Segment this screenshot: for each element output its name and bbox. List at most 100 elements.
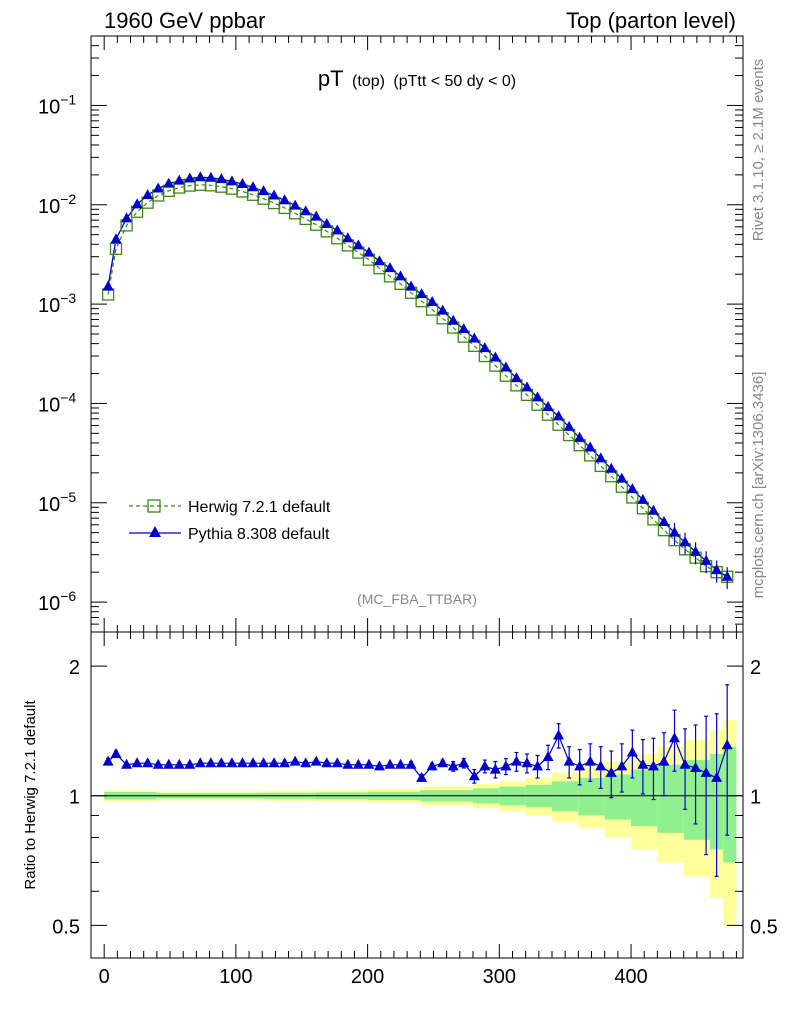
main-ytick-label: 10−1 (38, 91, 76, 118)
ratio-band-inner (657, 764, 684, 833)
ratio-panel: 0.5 0.5 1 1 2 2 0 100 200 300 400 Ratio to Herwig … (22, 631, 778, 988)
herwig-line (107, 184, 728, 578)
ratio-point (226, 757, 238, 768)
ratio-band-inner (604, 774, 632, 820)
pythia-point (268, 189, 280, 200)
ratio-point (331, 757, 343, 768)
pythia-point (102, 280, 114, 291)
pythia-point (173, 174, 185, 185)
pythia-point (384, 262, 396, 273)
pythia-point (236, 177, 248, 188)
ratio-point (289, 755, 301, 766)
pythia-point (215, 173, 227, 184)
rivet-label: Rivet 3.1.10, ≥ 2.1M events (750, 59, 767, 242)
ratio-ytick-label-left: 1 (69, 787, 80, 809)
ratio-point (215, 757, 227, 768)
pythia-point (110, 233, 122, 244)
ratio-point (479, 760, 491, 771)
pythia-point (521, 381, 533, 392)
ratio-point (626, 746, 638, 757)
ratio-point (647, 760, 659, 771)
pythia-point (363, 246, 375, 257)
pythia-point (458, 323, 470, 334)
pythia-point (647, 504, 659, 515)
plot-title-sub2: (pTtt < 50 dy < 0) (393, 73, 516, 90)
ratio-band-inner (552, 781, 579, 812)
ratio-point (658, 755, 670, 766)
ratio-point (690, 761, 702, 772)
legend: Herwig 7.2.1 default Pythia 8.308 defaul… (129, 499, 331, 543)
pythia-point (321, 218, 333, 229)
ratio-point (395, 758, 407, 769)
pythia-point (437, 304, 449, 315)
ratio-point (205, 757, 217, 768)
pythia-point (700, 554, 712, 565)
pythia-point (331, 224, 343, 235)
ratio-point (258, 757, 270, 768)
pythia-point (279, 194, 291, 205)
herwig-point (109, 242, 123, 255)
ratio-xtick-label: 200 (351, 966, 384, 988)
pythia-point (679, 536, 691, 547)
ratio-point (458, 757, 470, 768)
ratio-point (363, 758, 375, 769)
ratio-point (584, 755, 596, 766)
ratio-point (173, 758, 185, 769)
ratio-point (679, 758, 691, 769)
pythia-point (289, 199, 301, 210)
ratio-point (500, 760, 512, 771)
ratio-ytick-label-left: 0.5 (52, 916, 80, 938)
ratio-uncertainty-band (104, 719, 737, 926)
pythia-point (626, 483, 638, 494)
ratio-band-inner (723, 746, 737, 863)
ratio-point (194, 757, 206, 768)
ratio-point (489, 763, 501, 774)
pythia-point (584, 441, 596, 452)
ratio-point (563, 755, 575, 766)
main-ytick-label: 10−2 (38, 191, 76, 218)
pythia-point (605, 462, 617, 473)
mcplots-label: mcplots.cern.ch [arXiv:1306.3436] (750, 372, 767, 599)
pythia-point (184, 172, 196, 183)
ratio-point (532, 760, 544, 771)
ratio-point (131, 757, 143, 768)
ratio-point (121, 758, 133, 769)
ratio-point (102, 755, 114, 766)
ratio-point (321, 757, 333, 768)
main-ytick-label: 10−3 (38, 290, 76, 317)
pythia-point (658, 516, 670, 527)
ratio-frame (90, 631, 744, 959)
pythia-point (152, 182, 164, 193)
pythia-point (416, 288, 428, 299)
pythia-point (300, 205, 312, 216)
main-series (101, 171, 734, 590)
ratio-point (184, 758, 196, 769)
pythia-point (595, 452, 607, 463)
pythia-point (510, 372, 522, 383)
pythia-point (563, 420, 575, 431)
ratio-point (268, 757, 280, 768)
main-ytick-label: 10−4 (38, 389, 76, 416)
ratio-point (236, 757, 248, 768)
ratio-point (352, 758, 364, 769)
pythia-point (205, 171, 217, 182)
ratio-point (163, 758, 175, 769)
ratio-ytick-label-left: 2 (69, 657, 80, 679)
ratio-point (542, 751, 554, 762)
main-ytick-label: 10−6 (38, 588, 76, 615)
header-right: Top (parton level) (566, 8, 736, 33)
pythia-point (258, 185, 270, 196)
pythia-point (489, 351, 501, 362)
pythia-point (447, 314, 459, 325)
ratio-xtick-label: 0 (99, 966, 110, 988)
ratio-xtick-label: 300 (483, 966, 516, 988)
pythia-point (121, 212, 133, 223)
pythia-point (721, 570, 733, 581)
legend-herwig-marker (147, 499, 161, 513)
ratio-point (616, 760, 628, 771)
ratio-point (416, 771, 428, 782)
legend-herwig-label: Herwig 7.2.1 default (188, 499, 331, 516)
ratio-point (521, 757, 533, 768)
analysis-id: (MC_FBA_TTBAR) (357, 591, 477, 607)
